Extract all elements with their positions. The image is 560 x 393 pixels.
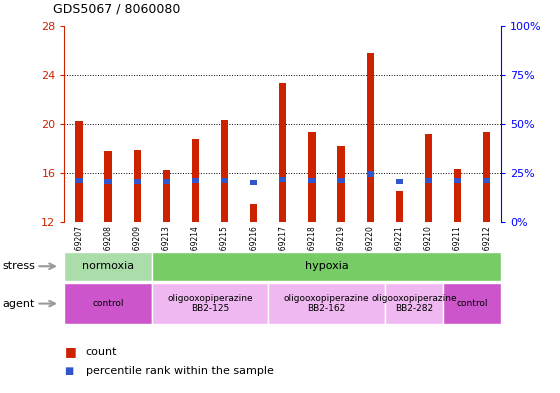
Bar — [424, 178, 432, 183]
Bar — [483, 178, 491, 184]
Bar — [443, 283, 501, 324]
Bar — [104, 179, 111, 184]
Bar — [337, 146, 344, 222]
Bar — [162, 171, 170, 222]
Bar — [454, 169, 461, 222]
Bar — [308, 132, 315, 222]
Bar — [454, 178, 461, 184]
Bar — [279, 177, 286, 182]
Bar — [366, 171, 374, 176]
Text: stress: stress — [3, 261, 36, 271]
Bar — [133, 179, 141, 184]
Bar — [424, 134, 432, 222]
Bar — [366, 53, 374, 222]
Bar — [337, 178, 344, 184]
Text: normoxia: normoxia — [82, 261, 134, 271]
Bar — [192, 178, 199, 184]
Bar — [395, 191, 403, 222]
Bar — [192, 138, 199, 222]
Bar — [221, 178, 228, 183]
Bar — [64, 283, 152, 324]
Bar — [308, 178, 315, 183]
Bar — [104, 151, 111, 222]
Bar — [152, 283, 268, 324]
Bar — [75, 121, 83, 222]
Bar — [279, 83, 286, 222]
Bar — [268, 283, 385, 324]
Text: hypoxia: hypoxia — [305, 261, 348, 271]
Text: count: count — [86, 347, 117, 357]
Bar — [162, 179, 170, 184]
Bar — [385, 283, 443, 324]
Bar — [75, 178, 83, 183]
Bar — [221, 120, 228, 222]
Bar — [250, 204, 257, 222]
Bar — [152, 252, 501, 281]
Text: percentile rank within the sample: percentile rank within the sample — [86, 366, 273, 376]
Bar — [395, 179, 403, 184]
Text: oligooxopiperazine
BB2-125: oligooxopiperazine BB2-125 — [167, 294, 253, 313]
Bar — [64, 252, 152, 281]
Text: ■: ■ — [64, 345, 76, 358]
Text: GDS5067 / 8060080: GDS5067 / 8060080 — [53, 3, 180, 16]
Bar — [250, 180, 257, 185]
Text: oligooxopiperazine
BB2-282: oligooxopiperazine BB2-282 — [371, 294, 456, 313]
Text: ■: ■ — [64, 366, 74, 376]
Text: agent: agent — [3, 299, 35, 309]
Text: oligooxopiperazine
BB2-162: oligooxopiperazine BB2-162 — [284, 294, 369, 313]
Bar — [133, 150, 141, 222]
Text: control: control — [456, 299, 488, 308]
Text: control: control — [92, 299, 124, 308]
Bar — [483, 132, 491, 222]
